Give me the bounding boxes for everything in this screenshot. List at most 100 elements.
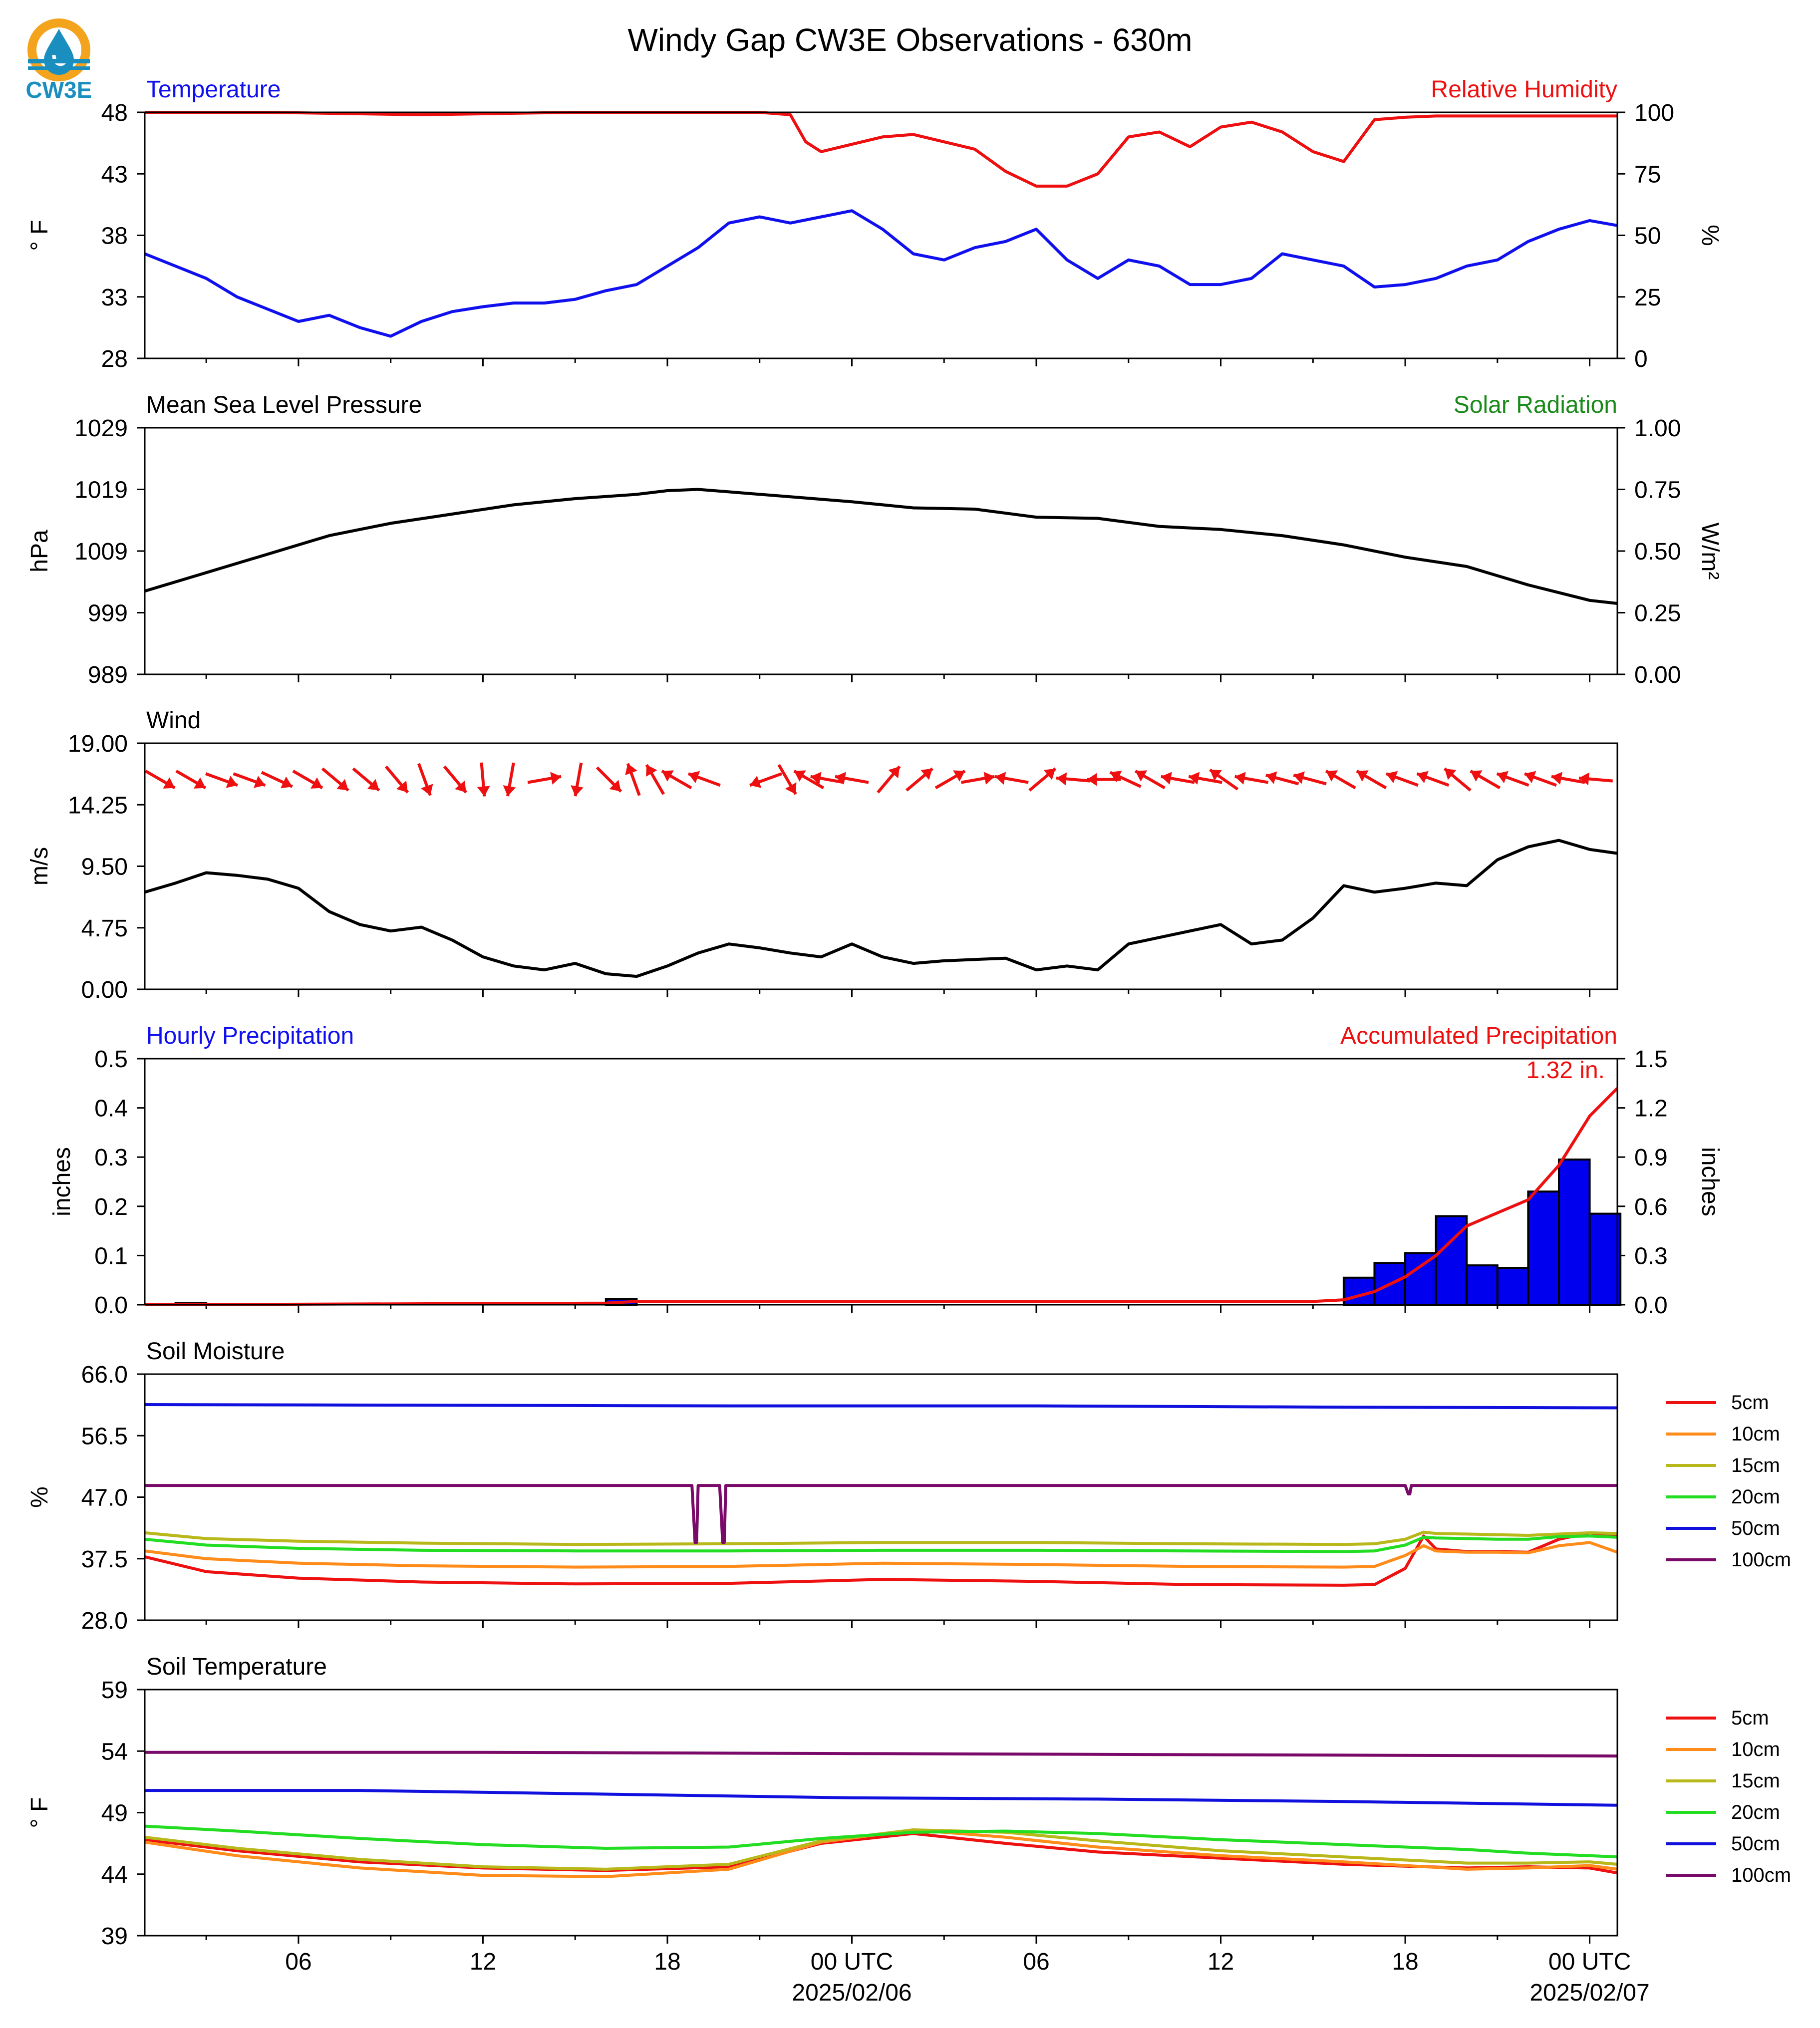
wind-direction-arrow	[443, 765, 468, 794]
y-tick-label-left: 1009	[74, 539, 128, 565]
wind-direction-arrow	[1265, 771, 1299, 786]
y-tick-label-left: 49	[101, 1800, 128, 1827]
y-tick-label-left: 1029	[74, 415, 128, 442]
legend-label: 5cm	[1731, 1707, 1769, 1729]
series-temp-rh-relative-humidity	[145, 111, 1617, 188]
y-tick-label-left: 1019	[74, 477, 128, 504]
panel-wind: Wind 0.00 4.75 9.50 14.25 19.00 m/s	[26, 707, 1618, 1003]
y-axis-label-left: hPa	[26, 530, 53, 573]
wind-direction-arrow	[749, 772, 783, 788]
wind-direction-arrow	[292, 770, 323, 790]
y-tick-label-right: 100	[1634, 100, 1674, 126]
y-tick-label-right: 0.9	[1634, 1145, 1668, 1171]
wind-direction-arrow	[1470, 770, 1501, 790]
wind-direction-arrow	[906, 767, 933, 792]
plot-frame	[144, 1689, 1618, 1937]
wind-direction-arrow	[1496, 771, 1529, 787]
series-soil-temperature-10cm	[144, 1828, 1618, 1878]
precip-bar	[1557, 1159, 1591, 1306]
series-soil-moisture-20cm	[144, 1534, 1618, 1553]
x-tick-label: 06	[1023, 1949, 1049, 1975]
y-tick-label-left: 0.2	[94, 1194, 128, 1220]
precip-bar	[1527, 1190, 1560, 1306]
wind-direction-arrow	[205, 772, 238, 788]
wind-direction-arrow	[661, 770, 692, 790]
x-tick-label: 18	[654, 1949, 680, 1975]
legend-label: 20cm	[1731, 1486, 1780, 1508]
series-precip-accumulated-precipitation	[144, 1087, 1619, 1306]
y-tick-label-right: 25	[1634, 285, 1661, 311]
y-tick-label-left: 28	[101, 346, 128, 372]
x-tick-label: 12	[470, 1949, 496, 1975]
wind-direction-arrow	[810, 772, 845, 785]
y-tick-label-left: 0.5	[94, 1046, 128, 1073]
figure-title: Windy Gap CW3E Observations - 630m	[627, 22, 1192, 58]
series-wind-wind	[144, 839, 1618, 978]
wind-direction-arrow	[1109, 770, 1142, 788]
legend-label: 10cm	[1731, 1738, 1780, 1760]
x-tick-label: 18	[1392, 1949, 1418, 1975]
legend-soil_moisture: 5cm 10cm 15cm 20cm 50cm 100cm	[1666, 1392, 1791, 1571]
wind-direction-arrow	[1234, 772, 1269, 785]
precip-bar	[1342, 1276, 1376, 1306]
y-tick-label-left: 66.0	[81, 1362, 128, 1388]
legend-label: 20cm	[1731, 1801, 1780, 1823]
panel-title-temp_rh: Temperature	[146, 76, 281, 103]
wind-direction-arrow	[1578, 772, 1613, 786]
y-tick-label-right: 1.5	[1634, 1046, 1668, 1073]
series-temp-rh-temperature	[144, 209, 1618, 338]
plot-frame	[144, 1058, 1618, 1306]
wind-direction-arrow	[1551, 772, 1585, 785]
wind-direction-arrow	[994, 772, 1029, 785]
wind-direction-arrow	[1325, 770, 1356, 790]
x-tick-label: 00 UTC	[1548, 1949, 1631, 1975]
y-tick-label-left: 0.1	[94, 1243, 128, 1269]
y-tick-label-left: 19.00	[68, 731, 128, 757]
y-axis-label-right: %	[1697, 225, 1723, 246]
y-tick-label-left: 39	[101, 1923, 128, 1950]
panel-pressure: Mean Sea Level Pressure Solar Radiation 98…	[26, 392, 1723, 688]
y-tick-label-left: 38	[101, 223, 128, 250]
y-tick-label-left: 989	[88, 662, 128, 688]
y-tick-label-right: 0.0	[1634, 1292, 1668, 1319]
legend-label: 5cm	[1731, 1392, 1769, 1414]
y-tick-label-right: 1.00	[1634, 415, 1681, 442]
y-tick-label-right: 0.50	[1634, 539, 1681, 565]
y-tick-label-right: 0.6	[1634, 1194, 1668, 1220]
y-axis-label-left: %	[26, 1486, 53, 1508]
panel-title-wind: Wind	[146, 707, 201, 734]
y-tick-label-left: 33	[101, 285, 128, 311]
wind-direction-arrow	[1028, 767, 1057, 792]
y-tick-label-left: 28.0	[81, 1608, 128, 1634]
y-tick-label-right: 0.00	[1634, 662, 1681, 688]
wind-direction-arrow	[144, 770, 176, 790]
wind-direction-arrow	[1416, 771, 1450, 787]
series-soil-moisture-15cm	[144, 1530, 1618, 1546]
wind-direction-arrow	[777, 764, 797, 795]
panel-title-pressure: Mean Sea Level Pressure	[146, 392, 422, 418]
y-tick-label-left: 59	[101, 1677, 128, 1704]
wind-direction-arrow	[233, 772, 266, 788]
panel-soil_temperature: Soil Temperature 39 44 49 54 59 ° F 5cm 10cm 15cm…	[26, 1654, 1791, 1950]
y-tick-label-left: 0.00	[81, 977, 128, 1003]
wind-direction-arrow	[503, 762, 516, 797]
wind-direction-arrow	[352, 767, 380, 792]
wind-direction-arrow	[571, 762, 584, 797]
series-soil-moisture-50cm	[144, 1403, 1618, 1410]
wind-direction-arrow	[477, 762, 490, 797]
panel-title-precip: Hourly Precipitation	[146, 1023, 354, 1049]
y-tick-label-left: 9.50	[81, 854, 128, 880]
wind-direction-arrow	[687, 771, 721, 787]
y-tick-label-left: 0.0	[94, 1292, 128, 1319]
x-tick-label: 00 UTC	[811, 1949, 893, 1975]
panel-right-title-precip: Accumulated Precipitation	[1340, 1023, 1617, 1049]
y-axis-label-right: inches	[1697, 1147, 1723, 1216]
legend-label: 50cm	[1731, 1833, 1780, 1855]
y-tick-label-left: 56.5	[81, 1423, 128, 1449]
legend-label: 100cm	[1731, 1549, 1791, 1571]
legend-label: 15cm	[1731, 1454, 1780, 1476]
wind-direction-arrow	[596, 766, 622, 793]
wind-direction-arrow	[1293, 771, 1327, 786]
wind-direction-arrow	[384, 765, 409, 794]
x-tick-label: 12	[1208, 1949, 1234, 1975]
